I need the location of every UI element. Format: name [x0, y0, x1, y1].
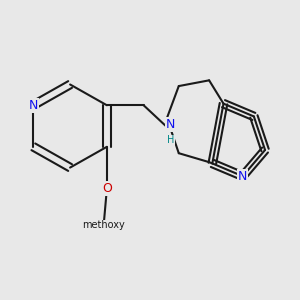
Text: H: H — [167, 135, 175, 146]
Text: O: O — [102, 182, 112, 196]
Text: N: N — [238, 170, 247, 183]
Text: N: N — [166, 118, 176, 131]
Text: methoxy: methoxy — [82, 220, 125, 230]
Text: N: N — [29, 99, 38, 112]
